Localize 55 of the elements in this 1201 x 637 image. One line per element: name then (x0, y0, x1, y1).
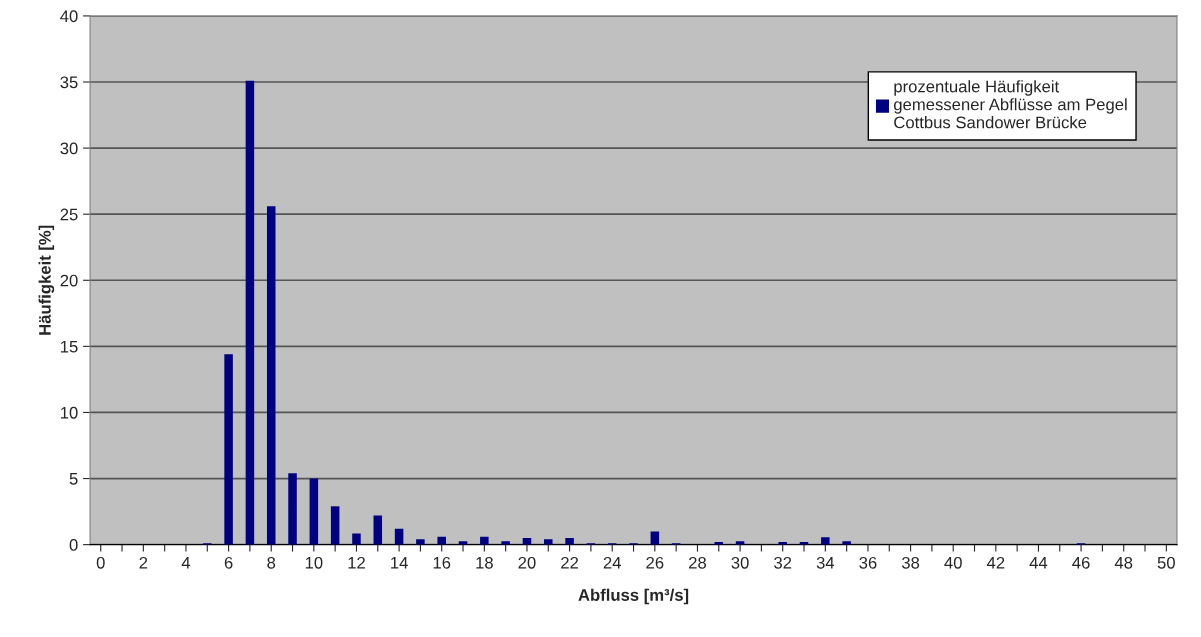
bar (245, 80, 255, 545)
x-tick-label: 2 (139, 556, 148, 569)
x-tick-label: 4 (181, 557, 191, 569)
bar (330, 506, 340, 545)
x-tick-label: 46 (1072, 556, 1090, 569)
bar (309, 478, 319, 545)
x-tick-label: 30 (731, 556, 749, 569)
bar (650, 531, 660, 545)
bar (352, 533, 361, 545)
y-tick-label: 35 (60, 76, 78, 89)
legend-label: prozentuale Häufigkeit gemessener Abflüsse am Pegel Cottbus Sandower Brücke (894, 80, 1127, 129)
bar (373, 515, 383, 545)
y-tick-label: 10 (61, 406, 78, 419)
bar (224, 354, 233, 545)
bar (821, 537, 830, 545)
x-tick-label: 6 (224, 556, 233, 569)
x-tick-label: 42 (986, 556, 1005, 569)
y-tick-label: 25 (60, 208, 78, 221)
y-axis-title: Häufigkeit [%] (38, 225, 55, 335)
x-axis-title: Abfluss [m³/s] (578, 588, 689, 605)
bar (842, 541, 851, 545)
x-tick-label: 26 (646, 556, 664, 569)
bar (501, 541, 510, 545)
x-tick-label: 48 (1114, 556, 1133, 569)
x-tick-label: 38 (901, 556, 920, 569)
bar (288, 473, 297, 545)
y-tick-label: 15 (61, 340, 78, 353)
bar (544, 539, 553, 545)
bar (437, 536, 446, 545)
bar (416, 539, 425, 545)
x-tick-label: 22 (561, 556, 579, 569)
x-tick-label: 36 (859, 556, 877, 569)
x-tick-label: 10 (305, 556, 323, 569)
x-tick-label: 14 (391, 557, 408, 569)
y-tick-label: 40 (60, 10, 78, 23)
x-tick-label: 40 (944, 556, 962, 569)
x-tick-label: 16 (433, 556, 451, 569)
y-tick-label: 30 (60, 142, 78, 155)
x-tick-label: 18 (476, 556, 493, 569)
x-tick-label: 44 (1029, 557, 1048, 569)
x-tick-label: 20 (518, 556, 536, 569)
y-tick-label: 0 (69, 539, 78, 551)
x-tick-label: 34 (816, 556, 835, 569)
bar (266, 206, 276, 545)
x-tick-label: 0 (96, 556, 105, 569)
x-tick-label: 12 (348, 556, 365, 569)
bar (480, 536, 489, 545)
x-tick-label: 50 (1157, 556, 1175, 569)
x-tick-label: 24 (603, 556, 621, 569)
bar (565, 538, 574, 545)
x-tick-label: 8 (267, 556, 276, 569)
x-tick-label: 28 (689, 556, 707, 569)
y-tick-label: 20 (60, 274, 78, 287)
x-tick-label: 32 (774, 556, 792, 569)
y-tick-label: 5 (69, 473, 78, 485)
